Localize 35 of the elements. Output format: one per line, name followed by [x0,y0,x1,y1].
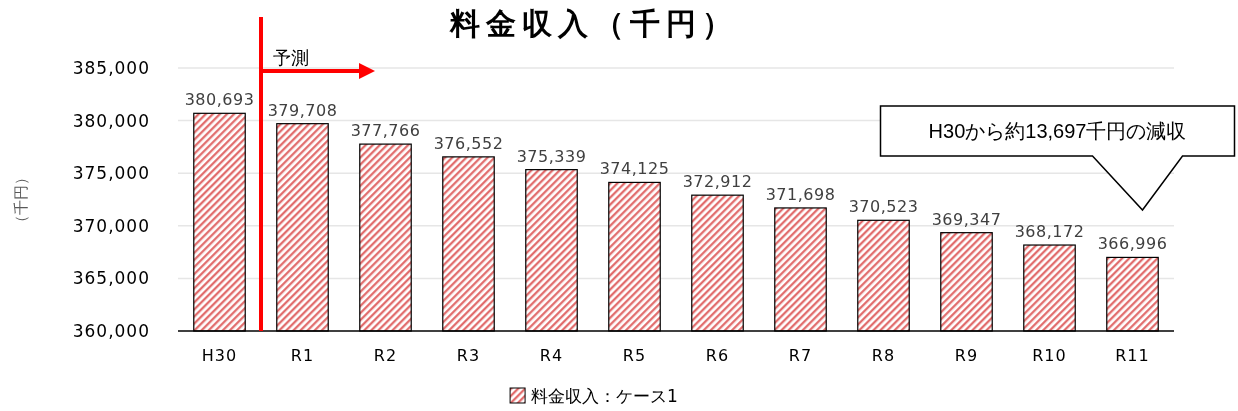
y-tick-label: 365,000 [72,268,150,289]
x-tick-label: H30 [201,346,238,365]
data-label: 368,172 [1014,222,1085,242]
y-tick-label: 375,000 [72,163,150,184]
x-tick-label: R7 [788,346,813,365]
x-tick-label: R10 [1032,346,1067,365]
x-tick-label: R5 [622,346,647,365]
y-axis-title: （千円） [12,169,30,230]
data-label: 377,766 [350,121,421,141]
x-tick-label: R1 [290,346,315,365]
chart-title: 料金収入（千円） [449,6,738,41]
data-label: 372,912 [682,172,753,192]
data-label: 371,698 [765,184,836,204]
x-tick-label: R3 [456,346,481,365]
annotation: H30から約13,697千円の減収 [928,120,1187,142]
y-tick-label: 380,000 [72,110,150,131]
x-tick-label: R2 [373,346,398,365]
x-tick-label: R9 [954,346,979,365]
x-tick-label: R11 [1115,346,1150,365]
legend-label: 料金収入：ケース1 [531,386,678,406]
data-label: 370,523 [848,197,919,217]
x-tick-label: R6 [705,346,730,365]
y-tick-label: 360,000 [72,321,150,341]
data-label: 375,339 [516,146,587,166]
x-tick-label: R8 [871,346,896,365]
data-label: 380,693 [184,90,255,110]
y-tick-label: 370,000 [72,215,150,236]
data-label: 366,996 [1097,234,1168,254]
data-label: 369,347 [931,209,1002,229]
data-label: 374,125 [599,159,670,179]
data-label: 376,552 [433,133,504,153]
data-label: 379,708 [267,100,338,120]
x-tick-label: R4 [539,346,564,365]
annotation: 予測 [273,47,309,68]
y-tick-label: 385,000 [72,58,150,78]
